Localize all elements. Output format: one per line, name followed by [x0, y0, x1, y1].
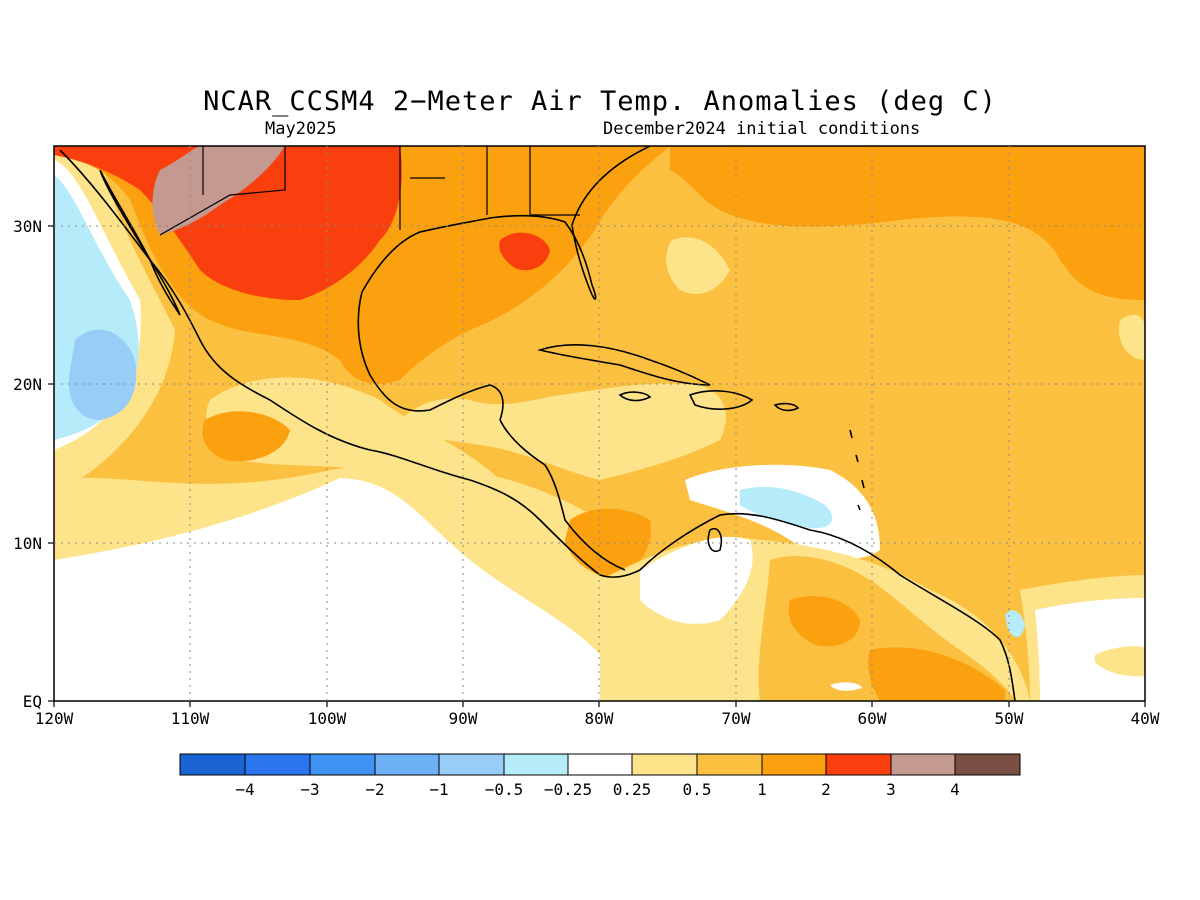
coastlines [59, 146, 1016, 701]
lat-label: 20N [13, 375, 42, 394]
colorbar-label: 3 [886, 780, 896, 799]
lon-label: 110W [171, 709, 210, 728]
colorbar-label: −3 [300, 780, 319, 799]
colorbar-swatch [761, 753, 827, 776]
colorbar-swatch [244, 753, 311, 776]
colorbar-swatch [179, 753, 246, 776]
lon-label: 100W [308, 709, 347, 728]
colorbar-swatch [696, 753, 763, 776]
lon-label: 40W [1131, 709, 1160, 728]
colorbar-swatch [825, 753, 892, 776]
colorbar-swatch [631, 753, 698, 776]
anomaly-fill [54, 146, 1145, 701]
colorbar-swatch [503, 753, 569, 776]
lat-label: 30N [13, 217, 42, 236]
colorbar-swatch [890, 753, 956, 776]
lon-label: 60W [858, 709, 887, 728]
colorbar-label: 0.5 [683, 780, 712, 799]
colorbar-label: −2 [365, 780, 384, 799]
colorbar-label: −0.5 [485, 780, 524, 799]
colorbar-swatch [309, 753, 376, 776]
lat-label: 10N [13, 534, 42, 553]
colorbar: −4 −3 −2 −1 −0.5 −0.25 0.25 0.5 1 2 3 4 [179, 753, 1021, 799]
lon-label: 90W [449, 709, 478, 728]
lon-label: 120W [35, 709, 74, 728]
colorbar-label: 2 [821, 780, 831, 799]
colorbar-swatch [954, 753, 1021, 776]
colorbar-label: 4 [950, 780, 960, 799]
forecast-month: May2025 [265, 119, 337, 139]
colorbar-label: −0.25 [544, 780, 592, 799]
gridlines [54, 146, 1145, 701]
colorbar-label: 1 [757, 780, 767, 799]
colorbar-swatch [438, 753, 505, 776]
lat-labels: 30N 20N 10N EQ [13, 217, 42, 711]
colorbar-swatch [374, 753, 440, 776]
lat-label: EQ [23, 692, 42, 711]
lon-label: 80W [585, 709, 614, 728]
lon-label: 50W [995, 709, 1024, 728]
lon-label: 70W [722, 709, 751, 728]
map-title: NCAR_CCSM4 2−Meter Air Temp. Anomalies (… [203, 86, 997, 117]
colorbar-label: −1 [429, 780, 448, 799]
axis-ticks [48, 225, 1146, 707]
colorbar-swatch [567, 753, 633, 776]
initial-conditions: December2024 initial conditions [603, 119, 921, 139]
colorbar-label: 0.25 [613, 780, 652, 799]
colorbar-label: −4 [235, 780, 254, 799]
lon-labels: 120W 110W 100W 90W 80W 70W 60W 50W 40W [35, 709, 1160, 728]
